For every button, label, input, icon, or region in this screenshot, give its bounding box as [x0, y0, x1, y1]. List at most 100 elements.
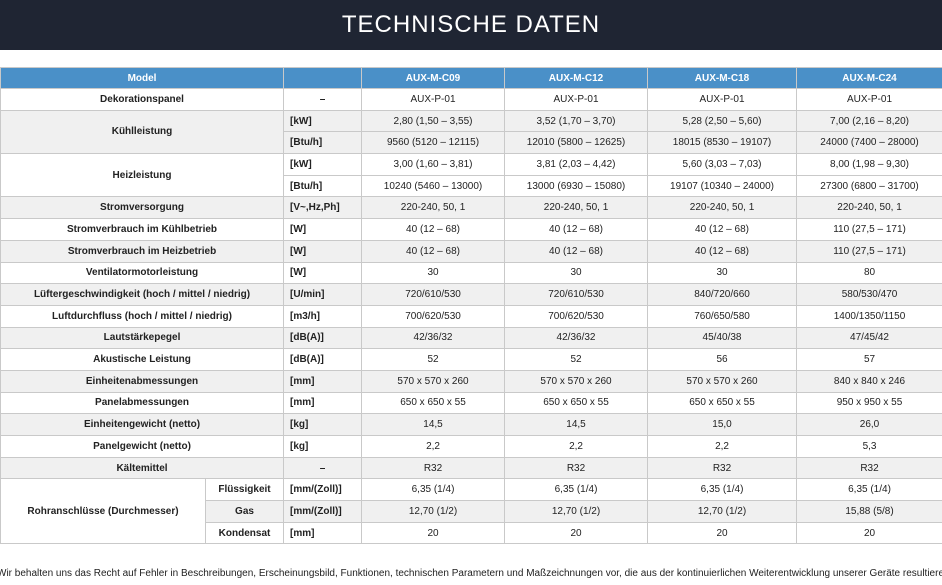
cell-value: 14,5 [361, 413, 506, 436]
row-unit: [mm/(Zoll)] [283, 478, 363, 502]
cell-value: 15,88 (5/8) [796, 500, 942, 523]
cell-value: 3,81 (2,03 – 4,42) [504, 153, 649, 176]
cell-value: 56 [647, 348, 798, 371]
table-row: Dekorationspanel – AUX-P-01 AUX-P-01 AUX… [0, 88, 942, 111]
cell-value: 570 x 570 x 260 [361, 369, 506, 393]
cell-value: 13000 (6930 – 15080) [504, 174, 649, 198]
row-label: Panelgewicht (netto) [0, 435, 285, 458]
cell-value: R32 [504, 456, 649, 480]
cell-value: 220-240, 50, 1 [796, 196, 942, 220]
cell-value: 12,70 (1/2) [504, 500, 649, 523]
cell-value: R32 [796, 456, 942, 480]
cell-value: 10240 (5460 – 13000) [361, 174, 506, 198]
cell-value: 19107 (10340 – 24000) [647, 174, 798, 198]
cell-value: 220-240, 50, 1 [361, 196, 506, 220]
row-label: Panelabmessungen [0, 391, 285, 415]
table-row: Lautstärkepegel [dB(A)] 42/36/32 42/36/3… [0, 326, 942, 350]
row-unit: [mm] [283, 391, 363, 415]
table-row: Einheitengewicht (netto) [kg] 14,5 14,5 … [0, 413, 942, 436]
table-row: Einheitenabmessungen [mm] 570 x 570 x 26… [0, 369, 942, 393]
cell-value: 2,80 (1,50 – 3,55) [361, 109, 506, 133]
cell-value: 650 x 650 x 55 [647, 391, 798, 415]
cell-value: 760/650/580 [647, 304, 798, 328]
row-unit: [mm] [283, 521, 363, 545]
cell-value: 840 x 840 x 246 [796, 369, 942, 393]
cell-value: 52 [504, 348, 649, 371]
cell-value: R32 [361, 456, 506, 480]
table-row: Heizleistung [kW] 3,00 (1,60 – 3,81) 3,8… [0, 153, 942, 198]
cell-value: 3,00 (1,60 – 3,81) [361, 153, 506, 176]
table-row: Kondensat [mm] 20 20 20 20 [1, 521, 942, 545]
cell-value: 110 (27,5 – 171) [796, 218, 942, 241]
cell-value: 30 [361, 261, 506, 285]
row-unit: – [283, 88, 363, 111]
cell-value: 6,35 (1/4) [647, 478, 798, 502]
row-unit: [W] [283, 239, 363, 263]
table-row: Rohranschlüsse (Durchmesser) Flüssigkeit… [0, 478, 942, 545]
cell-value: 40 (12 – 68) [647, 239, 798, 263]
cell-value: 9560 (5120 – 12115) [361, 131, 506, 155]
row-label: Einheitenabmessungen [0, 369, 285, 393]
cell-value: 57 [796, 348, 942, 371]
cell-value: 40 (12 – 68) [504, 218, 649, 241]
row-label: Stromversorgung [0, 196, 285, 220]
model-header-c18: AUX-M-C18 [647, 67, 798, 89]
row-unit: – [283, 456, 363, 480]
cell-value: 5,60 (3,03 – 7,03) [647, 153, 798, 176]
table-row: Ventilatormotorleistung [W] 30 30 30 80 [0, 261, 942, 285]
table-row: Stromversorgung [V~,Hz,Ph] 220-240, 50, … [0, 196, 942, 220]
row-label: Kältemittel [0, 456, 285, 480]
row-unit: [mm] [283, 369, 363, 393]
row-unit: [kW] [283, 109, 363, 133]
cell-value: 45/40/38 [647, 326, 798, 350]
row-unit: [W] [283, 261, 363, 285]
cell-value: 570 x 570 x 260 [647, 369, 798, 393]
row-label: Luftdurchfluss (hoch / mittel / niedrig) [0, 304, 285, 328]
cell-value: 80 [796, 261, 942, 285]
cell-value: 220-240, 50, 1 [647, 196, 798, 220]
cell-value: 3,52 (1,70 – 3,70) [504, 109, 649, 133]
row-unit: [m3/h] [283, 304, 363, 328]
cell-value: 5,28 (2,50 – 5,60) [647, 109, 798, 133]
cell-value: 650 x 650 x 55 [504, 391, 649, 415]
cell-value: 8,00 (1,98 – 9,30) [796, 153, 942, 176]
table-row: Stromverbrauch im Kühlbetrieb [W] 40 (12… [0, 218, 942, 241]
cell-value: 570 x 570 x 260 [504, 369, 649, 393]
row-label: Dekorationspanel [0, 88, 285, 111]
cell-value: 40 (12 – 68) [361, 239, 506, 263]
pipe-sub-label: Flüssigkeit [204, 478, 285, 502]
table-row: Panelgewicht (netto) [kg] 2,2 2,2 2,2 5,… [0, 435, 942, 458]
cell-value: 30 [504, 261, 649, 285]
row-unit: [V~,Hz,Ph] [283, 196, 363, 220]
cell-value: 15,0 [647, 413, 798, 436]
cell-value: 20 [796, 521, 942, 545]
cell-value: 2,2 [647, 435, 798, 458]
cell-value: AUX-P-01 [361, 88, 506, 111]
cell-value: 12,70 (1/2) [361, 500, 506, 523]
row-label: Stromverbrauch im Heizbetrieb [0, 239, 285, 263]
cell-value: AUX-P-01 [647, 88, 798, 111]
table-row: Kühlleistung [kW] 2,80 (1,50 – 3,55) 3,5… [0, 109, 942, 155]
pipe-sub-label: Kondensat [204, 521, 285, 545]
cell-value: 720/610/530 [361, 283, 506, 306]
cell-value: 30 [647, 261, 798, 285]
cell-value: 2,2 [361, 435, 506, 458]
cell-value: AUX-P-01 [504, 88, 649, 111]
cell-value: 12010 (5800 – 12625) [504, 131, 649, 155]
cell-value: 42/36/32 [504, 326, 649, 350]
cell-value: 950 x 950 x 55 [796, 391, 942, 415]
cell-value: 6,35 (1/4) [796, 478, 942, 502]
cell-value: 20 [504, 521, 649, 545]
row-unit: [kg] [283, 413, 363, 436]
cell-value: R32 [647, 456, 798, 480]
cell-value: AUX-P-01 [796, 88, 942, 111]
cell-value: 26,0 [796, 413, 942, 436]
model-header-c24: AUX-M-C24 [796, 67, 942, 89]
cell-value: 5,3 [796, 435, 942, 458]
row-label: Akustische Leistung [0, 348, 285, 371]
cell-value: 27300 (6800 – 31700) [796, 174, 942, 198]
cell-value: 580/530/470 [796, 283, 942, 306]
disclaimer-footnote: Wir behalten uns das Recht auf Fehler in… [0, 568, 942, 579]
cell-value: 700/620/530 [504, 304, 649, 328]
row-label: Heizleistung [0, 153, 285, 198]
